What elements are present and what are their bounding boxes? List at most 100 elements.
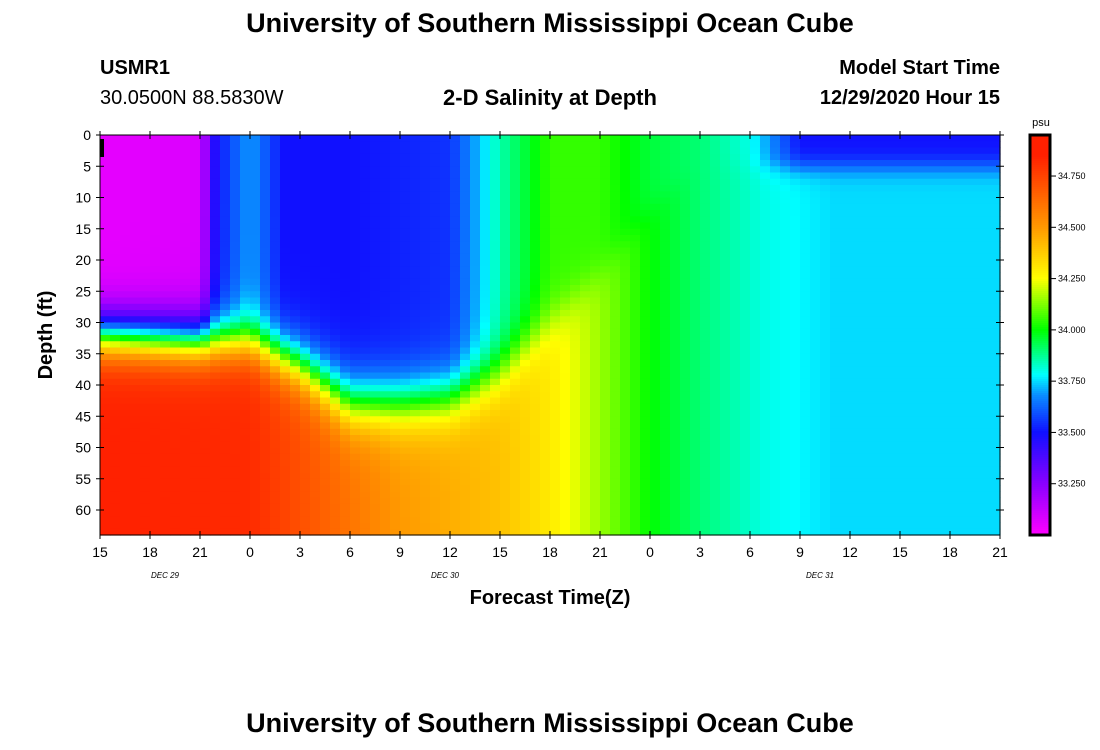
heatmap-cell — [310, 522, 321, 530]
heatmap-cell — [680, 360, 691, 367]
heatmap-cell — [480, 522, 491, 530]
heatmap-cell — [780, 303, 791, 311]
heatmap-cell — [470, 472, 481, 480]
heatmap-cell — [120, 260, 131, 267]
heatmap-cell — [280, 247, 291, 255]
heatmap-cell — [460, 403, 471, 411]
heatmap-cell — [350, 360, 361, 367]
heatmap-cell — [810, 328, 821, 336]
heatmap-cell — [370, 360, 381, 367]
heatmap-cell — [140, 503, 151, 511]
heatmap-cell — [640, 147, 651, 155]
heatmap-cell — [830, 235, 841, 242]
heatmap-cell — [550, 416, 561, 424]
heatmap-cell — [630, 385, 641, 392]
heatmap-cell — [720, 503, 731, 511]
heatmap-cell — [510, 253, 521, 261]
heatmap-cell — [160, 291, 171, 299]
heatmap-cell — [440, 366, 451, 374]
heatmap-cell — [780, 197, 791, 205]
heatmap-cell — [480, 172, 491, 180]
heatmap-cell — [450, 478, 461, 486]
heatmap-cell — [480, 166, 491, 174]
heatmap-cell — [780, 360, 791, 367]
heatmap-cell — [640, 503, 651, 511]
heatmap-cell — [550, 497, 561, 505]
heatmap-cell — [370, 528, 381, 536]
heatmap-cell — [550, 385, 561, 392]
heatmap-cell — [840, 460, 851, 467]
heatmap-cell — [730, 497, 741, 505]
heatmap-cell — [740, 178, 751, 186]
heatmap-cell — [190, 491, 201, 499]
heatmap-cell — [500, 460, 511, 467]
heatmap-cell — [820, 210, 831, 217]
heatmap-cell — [780, 441, 791, 449]
heatmap-cell — [330, 141, 341, 149]
heatmap-cell — [240, 466, 251, 474]
heatmap-cell — [760, 228, 771, 236]
heatmap-cell — [410, 160, 421, 167]
heatmap-cell — [850, 416, 861, 424]
heatmap-cell — [620, 316, 631, 324]
heatmap-cell — [100, 197, 111, 205]
heatmap-cell — [260, 372, 271, 380]
heatmap-cell — [660, 135, 671, 142]
heatmap-cell — [800, 328, 811, 336]
heatmap-cell — [160, 385, 171, 392]
heatmap-cell — [560, 416, 571, 424]
heatmap-cell — [740, 435, 751, 442]
heatmap-cell — [330, 503, 341, 511]
heatmap-cell — [400, 297, 411, 305]
heatmap-cell — [530, 497, 541, 505]
heatmap-cell — [780, 241, 791, 249]
heatmap-cell — [760, 372, 771, 380]
heatmap-cell — [830, 197, 841, 205]
heatmap-cell — [320, 335, 331, 342]
heatmap-cell — [670, 166, 681, 174]
heatmap-cell — [290, 453, 301, 461]
heatmap-cell — [410, 303, 421, 311]
heatmap-cell — [540, 222, 551, 230]
heatmap-cell — [640, 453, 651, 461]
heatmap-cell — [860, 303, 871, 311]
heatmap-cell — [760, 485, 771, 492]
heatmap-cell — [500, 435, 511, 442]
heatmap-cell — [780, 447, 791, 455]
heatmap-cell — [430, 166, 441, 174]
heatmap-cell — [810, 428, 821, 436]
heatmap-cell — [340, 191, 351, 199]
heatmap-cell — [770, 372, 781, 380]
heatmap-cell — [240, 241, 251, 249]
heatmap-cell — [380, 185, 391, 192]
heatmap-cell — [740, 191, 751, 199]
heatmap-cell — [600, 497, 611, 505]
heatmap-cell — [720, 172, 731, 180]
heatmap-cell — [300, 310, 311, 317]
heatmap-cell — [550, 460, 561, 467]
heatmap-cell — [430, 485, 441, 492]
heatmap-cell — [460, 503, 471, 511]
heatmap-cell — [250, 260, 261, 267]
heatmap-cell — [380, 210, 391, 217]
heatmap-cell — [130, 528, 141, 536]
heatmap-cell — [370, 472, 381, 480]
heatmap-cell — [790, 247, 801, 255]
heatmap-cell — [300, 447, 311, 455]
heatmap-cell — [580, 178, 591, 186]
heatmap-cell — [140, 285, 151, 292]
heatmap-cell — [120, 328, 131, 336]
heatmap-cell — [420, 197, 431, 205]
heatmap-cell — [670, 147, 681, 155]
heatmap-cell — [630, 135, 641, 142]
heatmap-cell — [710, 378, 721, 386]
heatmap-cell — [130, 510, 141, 517]
heatmap-cell — [210, 491, 221, 499]
heatmap-cell — [600, 435, 611, 442]
heatmap-cell — [580, 410, 591, 417]
heatmap-cell — [140, 360, 151, 367]
heatmap-cell — [710, 228, 721, 236]
heatmap-cell — [600, 303, 611, 311]
heatmap-cell — [110, 222, 121, 230]
heatmap-cell — [410, 441, 421, 449]
